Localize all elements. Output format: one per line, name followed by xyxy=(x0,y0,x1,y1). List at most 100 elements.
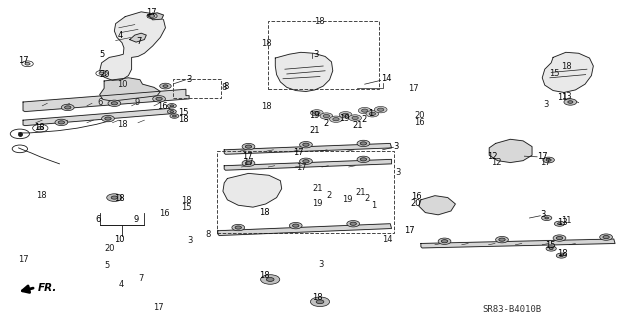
Text: 18: 18 xyxy=(557,249,568,258)
Circle shape xyxy=(55,119,68,125)
Text: 17: 17 xyxy=(540,158,551,167)
Circle shape xyxy=(350,222,356,225)
Circle shape xyxy=(300,158,312,164)
Text: 15: 15 xyxy=(180,203,191,212)
Circle shape xyxy=(559,255,563,257)
Circle shape xyxy=(360,158,367,161)
Circle shape xyxy=(374,107,387,113)
Text: 18: 18 xyxy=(259,271,270,280)
Bar xyxy=(216,151,394,233)
Circle shape xyxy=(556,236,563,240)
Circle shape xyxy=(369,112,376,116)
Text: 6: 6 xyxy=(95,215,100,224)
Text: 18: 18 xyxy=(178,115,189,124)
Circle shape xyxy=(99,72,104,75)
Text: 10: 10 xyxy=(117,80,127,89)
Circle shape xyxy=(170,105,173,107)
Text: 18: 18 xyxy=(180,196,191,205)
Text: 21: 21 xyxy=(355,188,365,197)
Text: 7: 7 xyxy=(137,37,142,46)
Text: 17: 17 xyxy=(296,163,307,172)
Circle shape xyxy=(347,220,360,227)
Polygon shape xyxy=(148,13,164,20)
Text: 14: 14 xyxy=(381,74,391,83)
Circle shape xyxy=(153,96,166,102)
Circle shape xyxy=(37,126,44,130)
Circle shape xyxy=(546,159,551,161)
Text: 6: 6 xyxy=(98,98,103,107)
Circle shape xyxy=(357,156,370,163)
Circle shape xyxy=(495,236,508,243)
Text: 18: 18 xyxy=(36,191,47,200)
Circle shape xyxy=(352,116,358,120)
Circle shape xyxy=(320,113,333,119)
Circle shape xyxy=(292,224,299,227)
Text: 17: 17 xyxy=(147,8,157,17)
Bar xyxy=(173,79,221,98)
Text: 3: 3 xyxy=(314,50,319,59)
Text: 3: 3 xyxy=(318,260,323,269)
Text: 2: 2 xyxy=(362,115,367,124)
Text: 3: 3 xyxy=(186,75,191,84)
Text: 16: 16 xyxy=(415,118,425,127)
Text: 19: 19 xyxy=(339,114,349,123)
Circle shape xyxy=(300,141,312,148)
Circle shape xyxy=(266,277,274,281)
Text: 17: 17 xyxy=(153,303,163,312)
Polygon shape xyxy=(489,139,532,163)
Text: 15: 15 xyxy=(178,108,189,117)
Text: 12: 12 xyxy=(491,158,502,167)
Circle shape xyxy=(333,118,339,121)
Circle shape xyxy=(168,104,176,108)
Circle shape xyxy=(438,238,451,244)
Circle shape xyxy=(314,111,320,115)
Text: 8: 8 xyxy=(223,82,228,91)
Polygon shape xyxy=(421,239,615,248)
Circle shape xyxy=(245,162,252,165)
Circle shape xyxy=(360,142,367,145)
Text: 21: 21 xyxy=(312,184,323,193)
Circle shape xyxy=(58,121,65,124)
Text: 18: 18 xyxy=(117,120,127,130)
Text: 3: 3 xyxy=(394,142,399,151)
Text: 1: 1 xyxy=(371,201,376,210)
Bar xyxy=(268,21,380,89)
Circle shape xyxy=(541,215,552,220)
Text: 18: 18 xyxy=(312,293,323,302)
Circle shape xyxy=(442,240,448,243)
Circle shape xyxy=(378,108,384,111)
Circle shape xyxy=(303,143,309,146)
Text: SR83-B4010B: SR83-B4010B xyxy=(483,305,542,314)
Circle shape xyxy=(150,15,155,17)
Circle shape xyxy=(357,140,370,147)
Text: 4: 4 xyxy=(119,280,124,289)
Text: 18: 18 xyxy=(314,17,324,26)
Circle shape xyxy=(545,217,548,219)
Circle shape xyxy=(289,222,302,229)
Circle shape xyxy=(310,110,323,116)
Text: 15: 15 xyxy=(545,241,556,250)
Circle shape xyxy=(242,143,255,150)
Circle shape xyxy=(156,97,163,100)
Circle shape xyxy=(358,108,371,114)
Text: 12: 12 xyxy=(487,152,498,161)
Text: 3: 3 xyxy=(540,210,546,219)
Circle shape xyxy=(554,221,564,226)
Text: 20: 20 xyxy=(411,199,421,208)
Text: 19: 19 xyxy=(309,111,319,120)
Circle shape xyxy=(366,111,379,117)
Text: 19: 19 xyxy=(342,195,353,204)
Text: 21: 21 xyxy=(309,126,319,135)
Text: 17: 17 xyxy=(243,158,254,167)
Circle shape xyxy=(260,275,280,284)
Text: 17: 17 xyxy=(19,56,29,65)
Circle shape xyxy=(65,106,71,109)
Text: 10: 10 xyxy=(115,235,125,244)
Text: 11: 11 xyxy=(561,216,572,225)
Text: 2: 2 xyxy=(326,190,332,200)
Circle shape xyxy=(111,102,118,105)
Circle shape xyxy=(160,83,172,89)
Text: 17: 17 xyxy=(537,152,548,161)
Text: 4: 4 xyxy=(118,31,123,40)
Text: 21: 21 xyxy=(352,121,362,131)
